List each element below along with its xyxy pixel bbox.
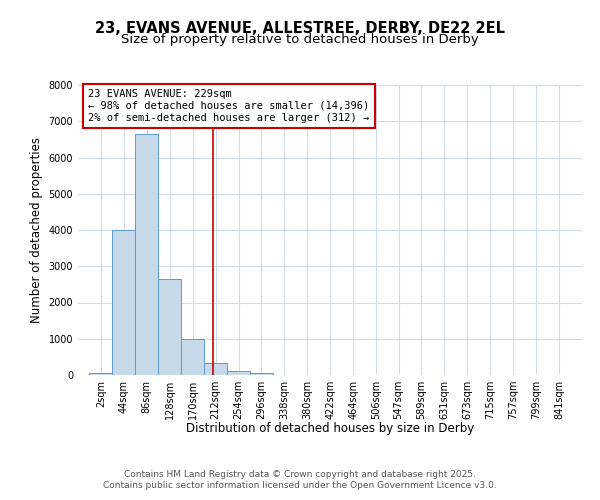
Bar (136, 134, 158, 375)
Bar (158, 279, 181, 375)
Bar (112, 230, 136, 375)
Y-axis label: Number of detached properties: Number of detached properties (30, 137, 43, 323)
Bar (250, 373, 273, 375)
Bar (227, 370, 250, 375)
Text: Contains public sector information licensed under the Open Government Licence v3: Contains public sector information licen… (103, 481, 497, 490)
Text: Contains HM Land Registry data © Crown copyright and database right 2025.: Contains HM Land Registry data © Crown c… (124, 470, 476, 479)
Bar (181, 339, 204, 375)
Bar (89, 373, 112, 375)
X-axis label: Distribution of detached houses by size in Derby: Distribution of detached houses by size … (186, 422, 474, 435)
Text: Size of property relative to detached houses in Derby: Size of property relative to detached ho… (121, 34, 479, 46)
Bar (204, 363, 227, 375)
Text: 23, EVANS AVENUE, ALLESTREE, DERBY, DE22 2EL: 23, EVANS AVENUE, ALLESTREE, DERBY, DE22… (95, 21, 505, 36)
Text: 23 EVANS AVENUE: 229sqm
← 98% of detached houses are smaller (14,396)
2% of semi: 23 EVANS AVENUE: 229sqm ← 98% of detache… (88, 90, 370, 122)
